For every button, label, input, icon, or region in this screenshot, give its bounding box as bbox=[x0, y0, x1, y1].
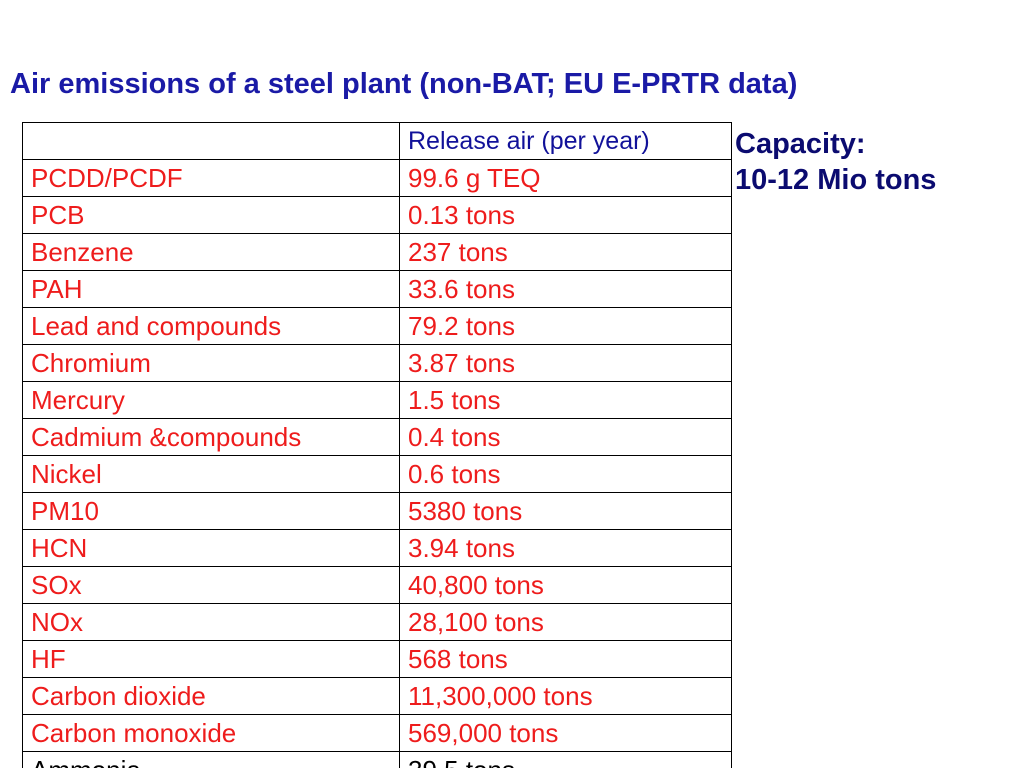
release-cell: 1.5 tons bbox=[399, 381, 732, 419]
substance-cell: PAH bbox=[22, 270, 400, 308]
release-cell: 3.87 tons bbox=[399, 344, 732, 382]
substance-cell: HF bbox=[22, 640, 400, 678]
table-row: Carbon monoxide 569,000 tons bbox=[22, 714, 732, 752]
table-row: Cadmium &compounds 0.4 tons bbox=[22, 418, 732, 456]
table-header-cell-substance bbox=[22, 122, 400, 160]
substance-cell: Carbon dioxide bbox=[22, 677, 400, 715]
emissions-table: Release air (per year) PCDD/PCDF 99.6 g … bbox=[22, 122, 732, 768]
substance-cell: PCDD/PCDF bbox=[22, 159, 400, 197]
release-cell: 568 tons bbox=[399, 640, 732, 678]
release-cell: 79.2 tons bbox=[399, 307, 732, 345]
substance-cell: Ammonia bbox=[22, 751, 400, 768]
substance-cell: Lead and compounds bbox=[22, 307, 400, 345]
release-cell: 11,300,000 tons bbox=[399, 677, 732, 715]
release-cell: 5380 tons bbox=[399, 492, 732, 530]
release-cell: 0.4 tons bbox=[399, 418, 732, 456]
substance-cell: Cadmium &compounds bbox=[22, 418, 400, 456]
table-row: PCB 0.13 tons bbox=[22, 196, 732, 234]
release-cell: 0.13 tons bbox=[399, 196, 732, 234]
table-row: Nickel 0.6 tons bbox=[22, 455, 732, 493]
table-row: HF 568 tons bbox=[22, 640, 732, 678]
release-cell: 99.6 g TEQ bbox=[399, 159, 732, 197]
substance-cell: PCB bbox=[22, 196, 400, 234]
capacity-note: Capacity: 10-12 Mio tons bbox=[735, 126, 936, 198]
substance-cell: Nickel bbox=[22, 455, 400, 493]
release-cell: 28,100 tons bbox=[399, 603, 732, 641]
release-cell: 39.5 tons bbox=[399, 751, 732, 768]
capacity-label: Capacity: bbox=[735, 128, 866, 160]
substance-cell: HCN bbox=[22, 529, 400, 567]
substance-cell: Mercury bbox=[22, 381, 400, 419]
table-row: Mercury 1.5 tons bbox=[22, 381, 732, 419]
substance-cell: NOx bbox=[22, 603, 400, 641]
slide-title: Air emissions of a steel plant (non-BAT;… bbox=[10, 68, 798, 100]
release-cell: 33.6 tons bbox=[399, 270, 732, 308]
release-cell: 3.94 tons bbox=[399, 529, 732, 567]
capacity-value: 10-12 Mio tons bbox=[735, 164, 937, 196]
substance-cell: Chromium bbox=[22, 344, 400, 382]
table-row-partial: Ammonia 39.5 tons bbox=[22, 751, 732, 768]
substance-cell: Carbon monoxide bbox=[22, 714, 400, 752]
table-header-cell-release: Release air (per year) bbox=[399, 122, 732, 160]
table-header-row: Release air (per year) bbox=[22, 122, 732, 160]
table-row: PM10 5380 tons bbox=[22, 492, 732, 530]
table-row: Carbon dioxide 11,300,000 tons bbox=[22, 677, 732, 715]
table-row: PAH 33.6 tons bbox=[22, 270, 732, 308]
release-cell: 569,000 tons bbox=[399, 714, 732, 752]
table-row: Chromium 3.87 tons bbox=[22, 344, 732, 382]
table-row: PCDD/PCDF 99.6 g TEQ bbox=[22, 159, 732, 197]
release-cell: 237 tons bbox=[399, 233, 732, 271]
release-cell: 0.6 tons bbox=[399, 455, 732, 493]
table-row: Lead and compounds 79.2 tons bbox=[22, 307, 732, 345]
substance-cell: Benzene bbox=[22, 233, 400, 271]
table-row: SOx 40,800 tons bbox=[22, 566, 732, 604]
table-row: HCN 3.94 tons bbox=[22, 529, 732, 567]
substance-cell: PM10 bbox=[22, 492, 400, 530]
table-row: NOx 28,100 tons bbox=[22, 603, 732, 641]
release-cell: 40,800 tons bbox=[399, 566, 732, 604]
substance-cell: SOx bbox=[22, 566, 400, 604]
table-row: Benzene 237 tons bbox=[22, 233, 732, 271]
